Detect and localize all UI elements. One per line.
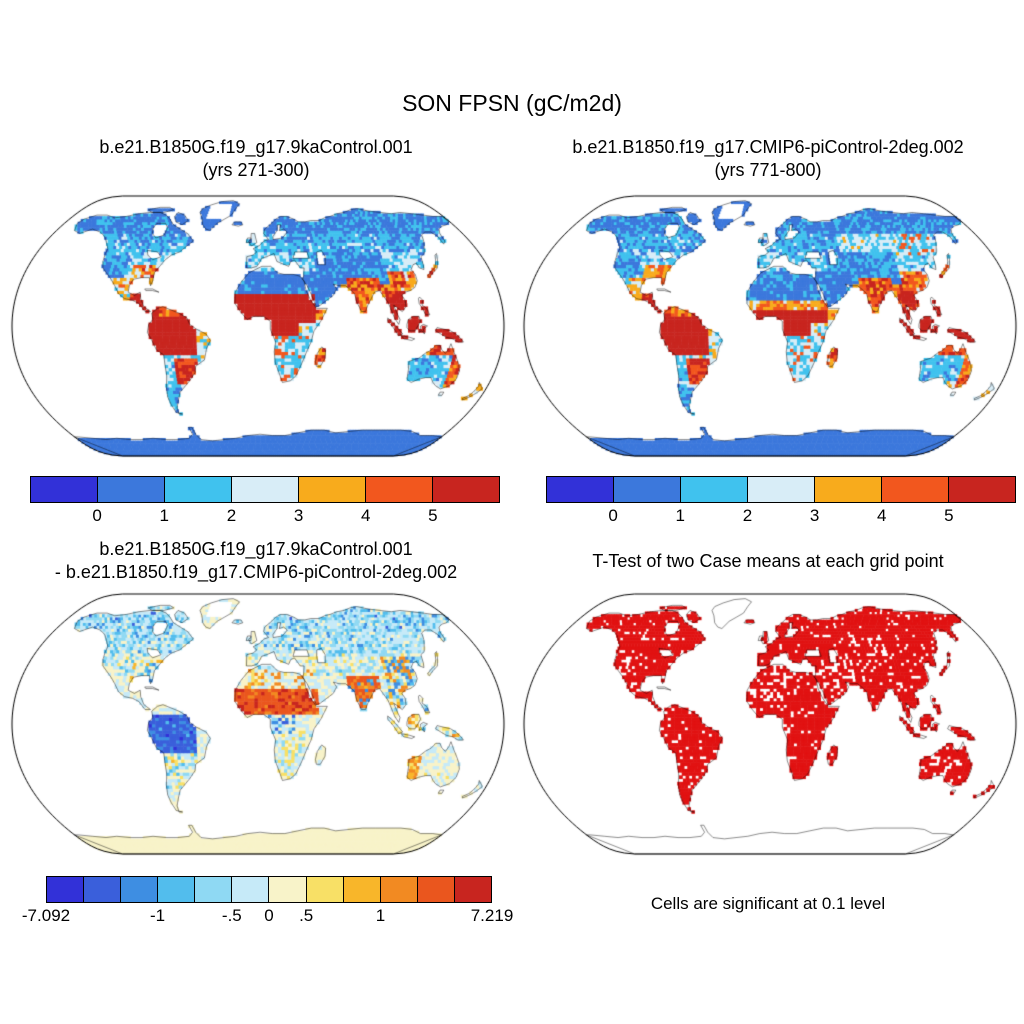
colorbar-tick-label: 1 — [375, 906, 386, 925]
colorbar-tick-label: 5 — [944, 506, 954, 525]
colorbar-difference: -7.092 -1 -.5 0 .5 1 7.219 — [22, 876, 513, 928]
colorbar-tick-label: -7.092 — [21, 906, 71, 925]
colorbar-segment — [84, 877, 122, 902]
colorbar-tick-label: -.5 — [221, 906, 242, 925]
map-case2 — [520, 192, 1020, 460]
panel-diff-title-line2: - b.e21.B1850.f19_g17.CMIP6-piControl-2d… — [54, 562, 458, 582]
panel-case1-title: b.e21.B1850G.f19_g17.9kaControl.001 (yrs… — [0, 136, 512, 182]
colorbar-segment — [614, 477, 681, 502]
colorbar-segment — [158, 877, 196, 902]
colorbar-tick-label: 7.219 — [470, 906, 514, 925]
colorbar-case2-ticks: 0 1 2 3 4 5 — [546, 506, 1016, 528]
panel-case2-title-line2: (yrs 771-800) — [714, 160, 822, 180]
colorbar-segment — [232, 877, 270, 902]
colorbar-segment — [681, 477, 748, 502]
colorbar-tick-label: 2 — [742, 506, 753, 525]
ttest-caption: Cells are significant at 0.1 level — [650, 894, 886, 913]
colorbar-tick-label: 1 — [159, 506, 170, 525]
colorbar-segment — [547, 477, 614, 502]
colorbar-tick-label: 0 — [264, 906, 274, 925]
colorbar-case1: 0 1 2 3 4 5 — [30, 476, 500, 528]
colorbar-segment — [299, 477, 366, 502]
colorbar-segment — [31, 477, 98, 502]
colorbar-segment — [454, 877, 491, 902]
colorbar-segment — [121, 877, 159, 902]
colorbar-segment — [949, 477, 1015, 502]
panel-case1-title-line1: b.e21.B1850G.f19_g17.9kaControl.001 — [99, 137, 413, 157]
colorbar-tick-label: 5 — [428, 506, 438, 525]
colorbar-segment — [47, 877, 85, 902]
colorbar-segment — [380, 877, 418, 902]
colorbar-tick-label: 3 — [293, 506, 304, 525]
map-ttest — [520, 590, 1020, 858]
colorbar-segment — [366, 477, 433, 502]
colorbar-case2-bar — [546, 476, 1016, 503]
colorbar-tick-label: 2 — [226, 506, 237, 525]
colorbar-segment — [343, 877, 381, 902]
colorbar-tick-label: 0 — [608, 506, 618, 525]
colorbar-segment — [815, 477, 882, 502]
colorbar-difference-ticks: -7.092 -1 -.5 0 .5 1 7.219 — [22, 906, 513, 928]
colorbar-tick-label: 1 — [675, 506, 686, 525]
colorbar-tick-label: 4 — [876, 506, 887, 525]
panel-ttest-title-line1: T-Test of two Case means at each grid po… — [592, 551, 944, 571]
map-case1 — [8, 192, 508, 460]
colorbar-segment — [165, 477, 232, 502]
colorbar-segment — [748, 477, 815, 502]
colorbar-tick-label: 4 — [360, 506, 371, 525]
colorbar-case1-ticks: 0 1 2 3 4 5 — [30, 506, 500, 528]
panel-case2-title: b.e21.B1850.f19_g17.CMIP6-piControl-2deg… — [512, 136, 1024, 182]
colorbar-case1-bar — [30, 476, 500, 503]
figure-title: SON FPSN (gC/m2d) — [402, 90, 622, 116]
panel-diff-title: b.e21.B1850G.f19_g17.9kaControl.001 - b.… — [0, 538, 512, 584]
colorbar-tick-label: .5 — [299, 906, 314, 925]
colorbar-difference-bar — [46, 876, 492, 903]
colorbar-segment — [195, 877, 233, 902]
map-difference — [8, 590, 508, 858]
colorbar-segment — [232, 477, 299, 502]
panel-case1-title-line2: (yrs 271-300) — [202, 160, 310, 180]
panel-ttest-title: T-Test of two Case means at each grid po… — [512, 550, 1024, 573]
colorbar-segment — [433, 477, 499, 502]
panel-case2-title-line1: b.e21.B1850.f19_g17.CMIP6-piControl-2deg… — [572, 137, 964, 157]
colorbar-segment — [306, 877, 344, 902]
colorbar-segment — [269, 877, 307, 902]
colorbar-tick-label: 3 — [809, 506, 820, 525]
colorbar-segment — [417, 877, 455, 902]
colorbar-tick-label: -1 — [149, 906, 166, 925]
colorbar-segment — [98, 477, 165, 502]
colorbar-tick-label: 0 — [92, 506, 102, 525]
colorbar-segment — [882, 477, 949, 502]
colorbar-case2: 0 1 2 3 4 5 — [546, 476, 1016, 528]
panel-diff-title-line1: b.e21.B1850G.f19_g17.9kaControl.001 — [99, 539, 413, 559]
